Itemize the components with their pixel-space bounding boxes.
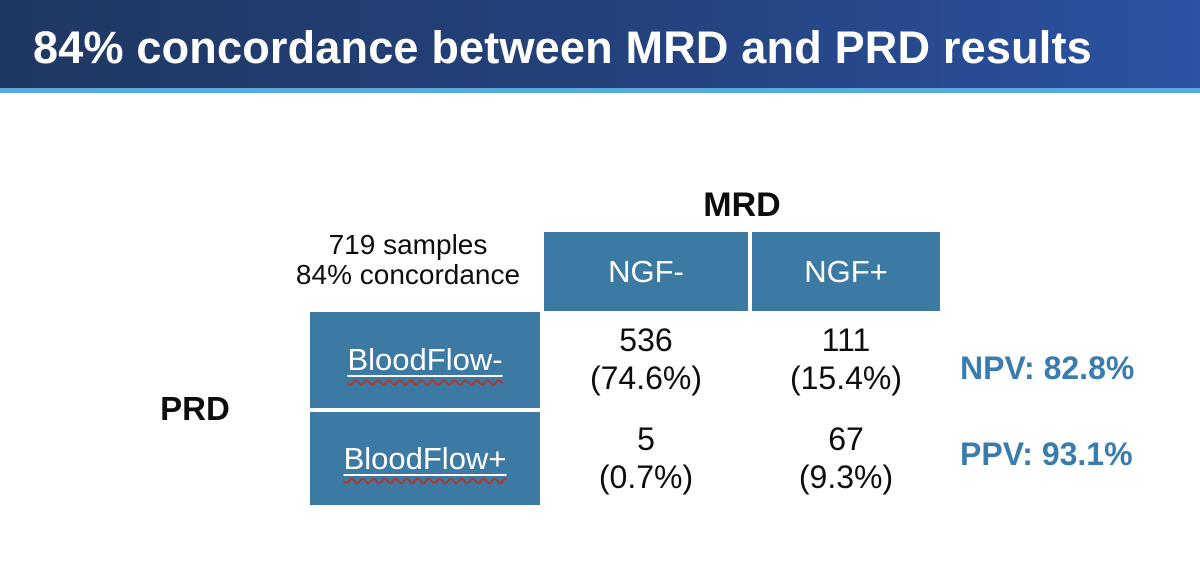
cell-count: 67 [828, 420, 864, 457]
row-header-label: BloodFlow+ [343, 440, 507, 476]
concordance-text: 84% concordance [295, 259, 521, 290]
sample-count-text: 719 samples [328, 229, 488, 260]
cell-bloodflow-neg-ngf-pos: 111 (15.4%) [752, 310, 940, 408]
row-header-bloodflow-negative: BloodFlow- [310, 312, 540, 408]
column-header-label: NGF- [608, 253, 684, 289]
cell-bloodflow-pos-ngf-pos: 67 (9.3%) [752, 410, 940, 505]
column-header-label: NGF+ [804, 253, 888, 289]
cell-percent: (74.6%) [589, 360, 703, 396]
row-header-bloodflow-positive: BloodFlow+ [310, 412, 540, 505]
cell-count: 536 [619, 322, 673, 358]
cell-bloodflow-neg-ngf-neg: 536 (74.6%) [544, 310, 748, 408]
column-header-ngf-negative: NGF- [544, 232, 748, 311]
row-header-label: BloodFlow- [347, 342, 503, 377]
cell-percent: (15.4%) [789, 360, 903, 396]
cell-bloodflow-pos-ngf-neg: 5 (0.7%) [544, 410, 748, 505]
cell-count: 111 [821, 322, 871, 358]
cell-count: 5 [637, 420, 655, 457]
cell-percent: (0.7%) [598, 458, 694, 495]
npv-metric: NPV: 82.8% [960, 350, 1135, 386]
slide-title-bar: 84% concordance between MRD and PRD resu… [0, 0, 1200, 93]
spellcheck-squiggle: BloodFlow- [347, 342, 502, 378]
sample-summary: 719 samples 84% concordance [276, 230, 540, 290]
spellcheck-squiggle: BloodFlow+ [344, 441, 507, 477]
slide-title: 84% concordance between MRD and PRD resu… [33, 22, 1092, 73]
ppv-metric: PPV: 93.1% [960, 436, 1133, 472]
column-header-ngf-positive: NGF+ [752, 232, 940, 311]
cell-percent: (9.3%) [798, 458, 894, 495]
row-axis-label-prd: PRD [160, 389, 230, 427]
column-axis-label-mrd: MRD [703, 186, 781, 224]
